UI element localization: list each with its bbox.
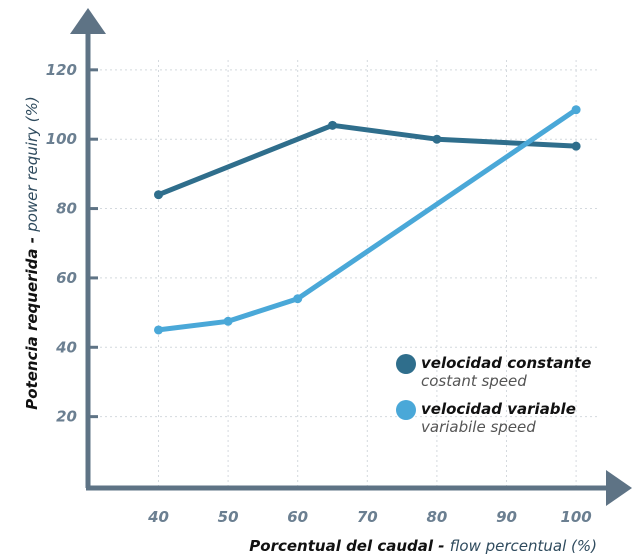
y-tick-label: 20 <box>56 408 77 426</box>
legend-swatch-constant <box>396 354 416 374</box>
y-tick-label: 60 <box>56 269 77 287</box>
x-tick-label: 90 <box>496 508 517 526</box>
x-axis-title-main: Porcentual del caudal - <box>249 537 449 555</box>
tick-labels: 40 50 60 70 80 90 100 20 40 60 80 100 120 <box>46 61 592 526</box>
y-tick-label: 100 <box>46 130 77 148</box>
x-tick-label: 100 <box>560 508 591 526</box>
x-axis-title: Porcentual del caudal - flow percentual … <box>249 537 597 555</box>
y-tick-label: 40 <box>55 338 77 356</box>
x-axis-title-secondary: flow percentual (%) <box>450 537 597 555</box>
y-axis-title: Potencia requerida - power requiry (%) <box>23 96 41 409</box>
y-axis-arrow <box>70 8 106 34</box>
data-point-variable <box>293 294 303 304</box>
y-tick-label: 80 <box>56 200 77 218</box>
data-point-constant <box>328 120 337 130</box>
x-tick-label: 80 <box>426 508 447 526</box>
legend-swatch-variable <box>396 400 416 420</box>
series-line-variable <box>156 107 579 333</box>
x-tick-label: 60 <box>287 508 308 526</box>
x-tick-label: 50 <box>218 508 239 526</box>
legend-sublabel-variable: variabile speed <box>421 418 536 436</box>
data-point-variable <box>154 325 163 335</box>
x-tick-label: 70 <box>357 508 378 526</box>
data-point-variable <box>571 105 581 115</box>
x-axis-arrow <box>606 470 632 506</box>
legend: velocidad constante costant speed veloci… <box>396 354 591 436</box>
legend-label-constant: velocidad constante <box>421 354 591 372</box>
series-group <box>154 105 581 335</box>
axes <box>70 8 632 506</box>
series-line-constant <box>156 122 579 198</box>
data-point-constant <box>154 190 163 200</box>
y-axis-title-secondary: power requiry (%) <box>23 96 41 233</box>
data-point-constant <box>432 134 442 144</box>
y-tick-label: 120 <box>46 61 77 79</box>
legend-sublabel-constant: costant speed <box>421 372 527 390</box>
x-tick-label: 40 <box>147 508 169 526</box>
y-axis-title-main: Potencia requerida - <box>23 232 41 410</box>
data-point-variable <box>223 316 233 326</box>
legend-label-variable: velocidad variable <box>421 400 576 418</box>
data-point-constant <box>571 141 581 151</box>
